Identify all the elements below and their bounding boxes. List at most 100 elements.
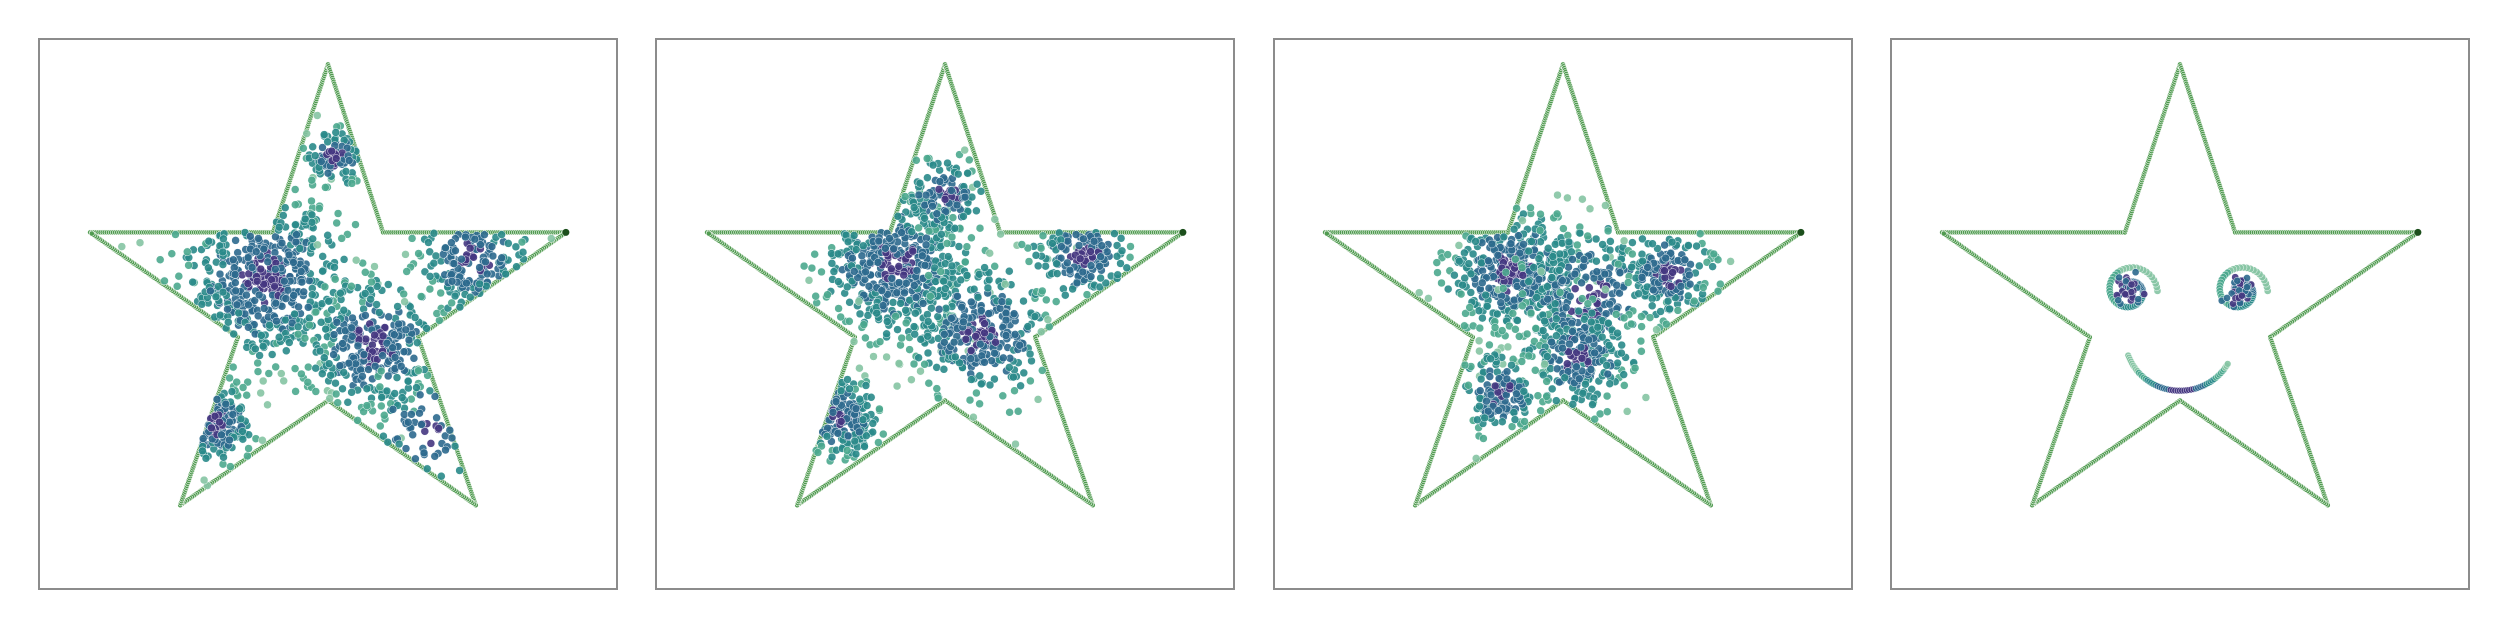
fill-point (936, 267, 945, 276)
fill-point (466, 292, 475, 302)
fill-point (924, 226, 934, 236)
fill-point (430, 392, 440, 401)
fill-point (961, 257, 970, 267)
fill-point (976, 339, 985, 349)
fill-point (370, 361, 380, 371)
fill-point (833, 249, 843, 259)
fill-point (1043, 315, 1053, 324)
fill-point (1072, 278, 1082, 288)
fill-point (338, 384, 347, 394)
fill-point (259, 244, 269, 254)
fill-point (836, 312, 845, 322)
fill-point (274, 332, 284, 342)
fill-point (1063, 258, 1072, 268)
fill-point (960, 192, 970, 202)
fill-point (813, 448, 823, 457)
fill-point (972, 206, 981, 216)
fill-point (338, 339, 347, 348)
fill-points (799, 145, 1135, 466)
fill-point (311, 307, 321, 317)
fill-point (359, 350, 369, 359)
fill-point (888, 298, 898, 307)
fill-point (1096, 273, 1105, 283)
fill-point (234, 308, 243, 318)
fill-point (451, 246, 460, 255)
fill-point (1005, 408, 1014, 417)
fill-point (967, 297, 976, 307)
fill-point (256, 264, 266, 274)
fill-point (1042, 295, 1051, 305)
fill-point (931, 277, 940, 286)
fill-point (926, 292, 935, 301)
fill-point (360, 289, 370, 298)
fill-point (909, 322, 919, 331)
fill-point (834, 304, 843, 313)
fill-point (475, 279, 484, 289)
fill-point (290, 185, 300, 194)
fill-point (1000, 279, 1010, 289)
fill-point (941, 284, 950, 293)
fill-point (270, 282, 279, 291)
fill-point (344, 156, 354, 165)
fill-point (972, 179, 982, 189)
fill-point (204, 263, 213, 273)
fill-point (1036, 243, 1046, 253)
fill-point (425, 272, 435, 281)
fill-point (313, 111, 322, 120)
fill-point (860, 442, 869, 451)
fill-point (324, 359, 334, 368)
fill-point (331, 389, 341, 399)
fill-point (1016, 381, 1025, 391)
fill-point (937, 230, 946, 239)
fill-point (875, 404, 884, 414)
fill-point (1054, 228, 1064, 238)
fill-point (450, 441, 460, 451)
fill-point (963, 168, 972, 178)
fill-point (431, 251, 441, 261)
fill-point (833, 429, 843, 438)
fill-point (855, 394, 865, 404)
fill-point (1017, 240, 1027, 249)
fill-point (290, 364, 300, 373)
fill-point (256, 388, 265, 398)
fill-point (332, 218, 341, 228)
fill-point (383, 437, 393, 447)
fill-point (362, 384, 372, 393)
fill-point (1013, 407, 1023, 416)
fill-point (337, 234, 346, 243)
fill-point (244, 444, 253, 453)
fill-point (225, 417, 234, 427)
fill-point (918, 299, 928, 308)
fill-point (980, 328, 989, 338)
fill-point (980, 319, 989, 328)
fill-point (969, 284, 979, 294)
fill-point (316, 318, 326, 327)
fill-point (967, 375, 976, 384)
fill-point (977, 379, 986, 389)
fill-point (1019, 368, 1029, 378)
fill-point (957, 302, 966, 312)
fill-point (1117, 246, 1127, 256)
fill-point (390, 353, 400, 362)
fill-point (969, 412, 978, 422)
fill-point (990, 348, 999, 358)
fill-point (897, 228, 906, 237)
fill-point (258, 341, 268, 351)
fill-point (155, 255, 165, 264)
fill-point (441, 243, 450, 253)
fill-point (388, 343, 397, 352)
fill-point (315, 346, 325, 356)
fill-point (1019, 296, 1028, 306)
fill-point (347, 179, 357, 188)
fill-point (226, 462, 235, 471)
fill-point (364, 365, 373, 374)
fill-point (393, 302, 402, 311)
fill-point (390, 389, 399, 398)
fill-point (313, 240, 322, 250)
fill-point (323, 137, 332, 147)
fill-point (866, 393, 876, 402)
fill-point (333, 398, 342, 407)
fill-point (320, 353, 329, 362)
fill-point (199, 475, 209, 485)
fill-point (382, 386, 392, 396)
